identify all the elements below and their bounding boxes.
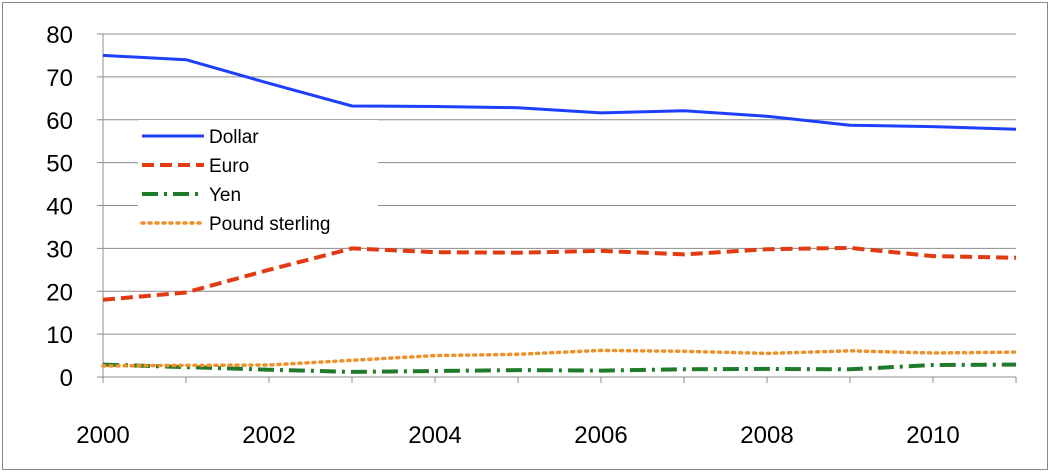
x-tick-label-2002: 2002 [242, 422, 295, 449]
y-tick-label-40: 40 [46, 194, 73, 221]
y-tick-label-20: 20 [46, 279, 73, 306]
y-axis-ticks: 0 10 20 30 40 50 60 70 80 [46, 22, 73, 392]
y-tick-label-80: 80 [46, 22, 73, 49]
series-line-yen [102, 362, 1017, 374]
chart-frame [2, 2, 1048, 470]
legend-background [138, 120, 378, 232]
series-line-pound-sterling [101, 348, 1018, 368]
x-tick-label-2010: 2010 [906, 422, 959, 449]
series-line-euro [102, 245, 1017, 302]
legend-label-pound-sterling: Pound sterling [209, 214, 330, 235]
series-line-dollar [102, 53, 1017, 131]
legend-label-dollar: Dollar [209, 127, 259, 148]
y-tick-label-10: 10 [46, 322, 73, 349]
y-tick-label-0: 0 [60, 365, 73, 392]
y-tick-label-70: 70 [46, 65, 73, 92]
y-tick-label-50: 50 [46, 151, 73, 178]
legend-label-euro: Euro [209, 156, 249, 177]
y-tick-label-60: 60 [46, 108, 73, 135]
legend: Dollar Euro Yen Pound sterling [138, 120, 378, 235]
series-lines [101, 53, 1018, 374]
legend-label-yen: Yen [209, 185, 241, 206]
x-tick-label-2000: 2000 [76, 422, 129, 449]
x-tick-label-2006: 2006 [574, 422, 627, 449]
x-tick-label-2008: 2008 [740, 422, 793, 449]
axes [97, 33, 1017, 383]
y-tick-label-30: 30 [46, 236, 73, 263]
x-tick-label-2004: 2004 [408, 422, 461, 449]
x-axis-ticks: 2000 2002 2004 2006 2008 2010 [76, 422, 959, 449]
